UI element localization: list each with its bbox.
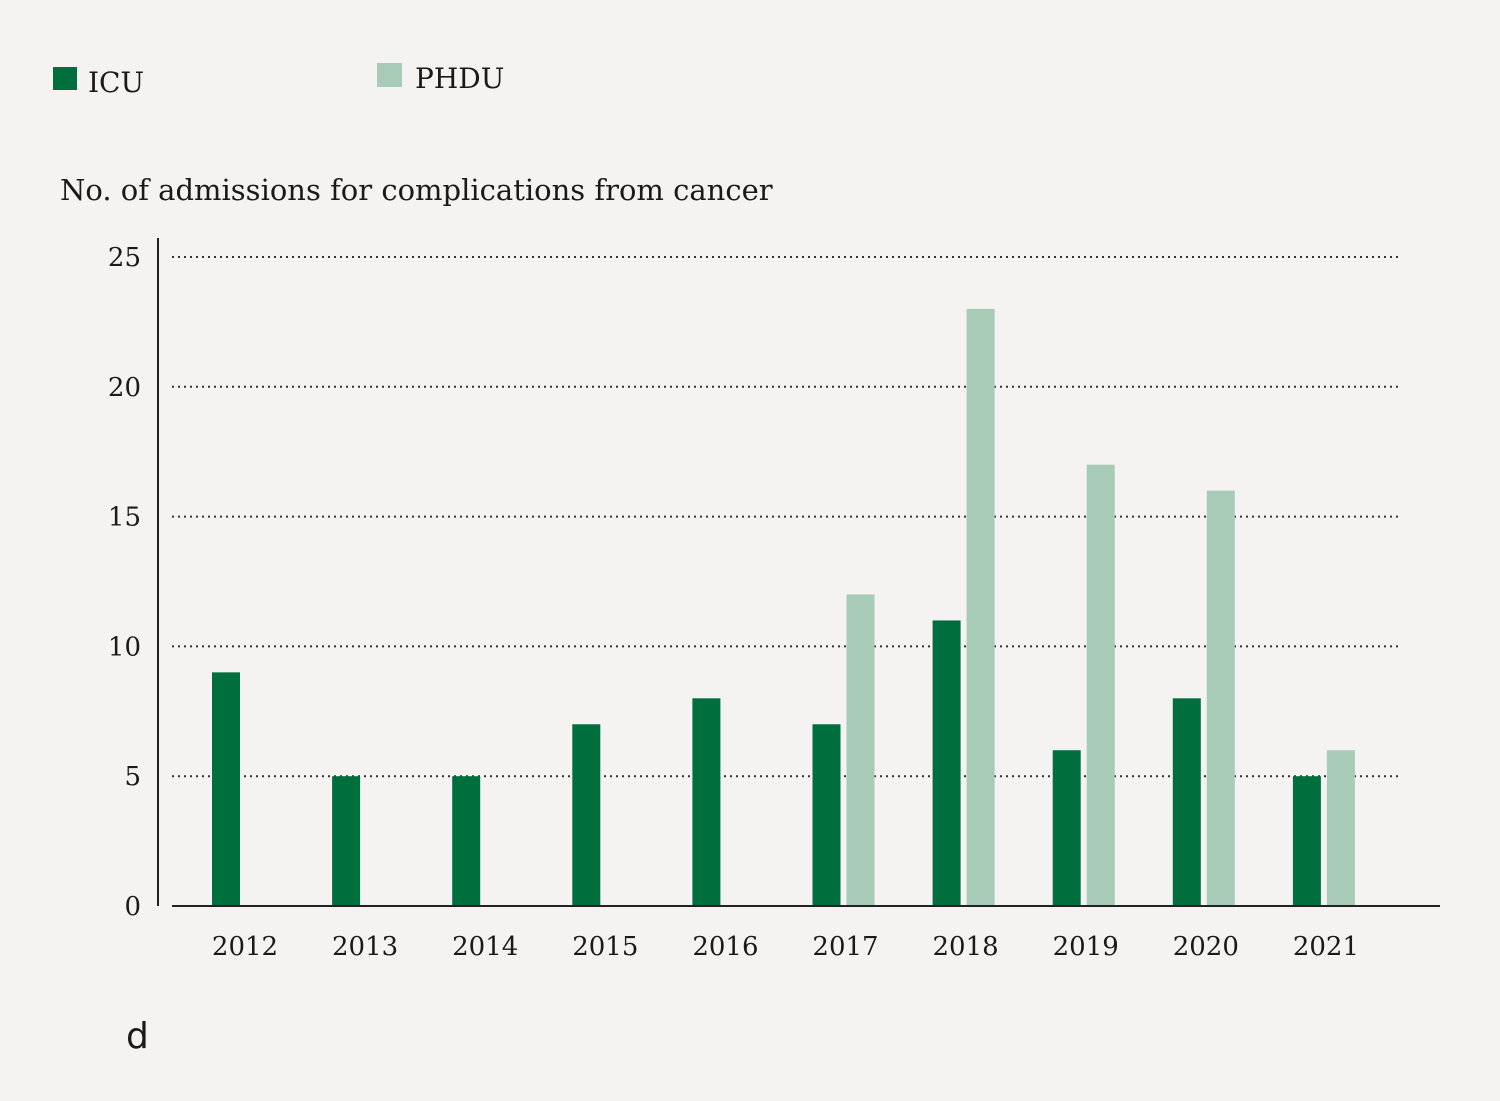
y-tick-label-0: 0: [124, 892, 141, 922]
bar-icu-2012: [212, 672, 240, 906]
x-tick-label-2014: 2014: [452, 932, 518, 962]
bar-icu-2019: [1052, 750, 1081, 906]
bar-icu-2014: [452, 776, 481, 906]
x-tick-label-2015: 2015: [572, 932, 638, 962]
bar-icu-2018: [932, 620, 961, 906]
panel-label: d: [126, 1016, 149, 1057]
legend-label-phdu: PHDU: [415, 62, 504, 95]
x-tick-label-2018: 2018: [933, 932, 999, 962]
y-axis-label: No. of admissions for complications from…: [60, 173, 773, 207]
x-tick-label-2016: 2016: [692, 932, 758, 962]
bar-icu-2015: [572, 724, 601, 906]
y-tick-label-15: 15: [108, 503, 141, 533]
x-tick-label-2019: 2019: [1053, 932, 1119, 962]
legend-label-icu: ICU: [88, 66, 144, 99]
bar-phdu-2018: [966, 308, 995, 906]
y-tick-label-5: 5: [124, 762, 141, 792]
x-tick-label-2012: 2012: [212, 932, 278, 962]
bar-icu-2016: [692, 698, 721, 906]
legend: ICU PHDU: [53, 62, 504, 99]
x-tick-label-2017: 2017: [812, 932, 878, 962]
bar-phdu-2017: [846, 594, 875, 906]
x-tick-label-2020: 2020: [1173, 932, 1239, 962]
legend-swatch-icu: [53, 67, 77, 90]
y-tick-label-10: 10: [108, 632, 141, 662]
bar-icu-2013: [332, 776, 361, 906]
bar-icu-2020: [1172, 698, 1201, 906]
bar-phdu-2019: [1086, 464, 1115, 906]
x-tick-label-2021: 2021: [1293, 932, 1359, 962]
bar-icu-2017: [812, 724, 841, 906]
bar-phdu-2021: [1326, 750, 1355, 906]
y-tick-label-20: 20: [108, 373, 141, 403]
y-tick-label-25: 25: [108, 243, 141, 273]
x-tick-label-2013: 2013: [332, 932, 398, 962]
legend-swatch-phdu: [377, 63, 402, 87]
bar-phdu-2020: [1206, 490, 1235, 906]
bar-icu-2021: [1292, 776, 1321, 906]
